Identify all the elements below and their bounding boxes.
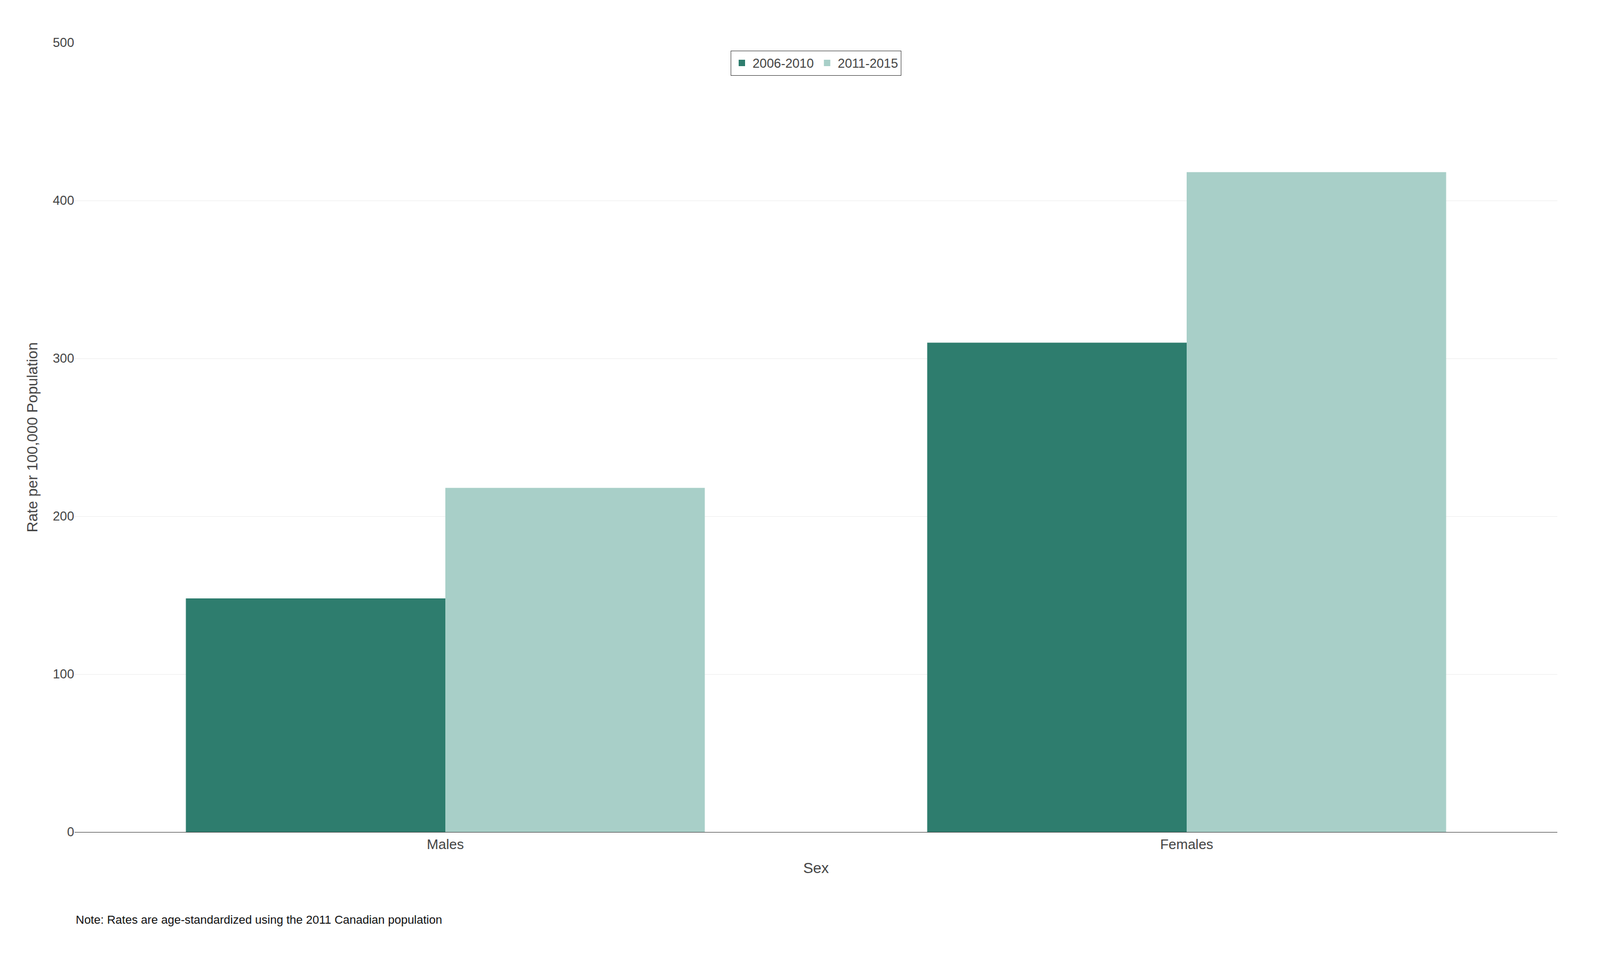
svg-text:500: 500 [52, 35, 75, 50]
svg-text:100: 100 [52, 666, 75, 682]
svg-text:Males: Males [426, 836, 464, 853]
svg-text:2006-2010: 2006-2010 [752, 56, 814, 71]
svg-text:2011-2015: 2011-2015 [837, 56, 899, 71]
svg-text:200: 200 [52, 508, 75, 524]
svg-text:Rate per 100,000 Population: Rate per 100,000 Population [24, 342, 41, 533]
svg-text:Sex: Sex [803, 859, 829, 877]
svg-text:0: 0 [67, 824, 75, 839]
svg-text:Females: Females [1160, 836, 1214, 853]
svg-text:Note: Rates are age-standardiz: Note: Rates are age-standardized using t… [75, 913, 443, 927]
svg-text:400: 400 [52, 193, 75, 208]
svg-text:300: 300 [52, 350, 75, 366]
